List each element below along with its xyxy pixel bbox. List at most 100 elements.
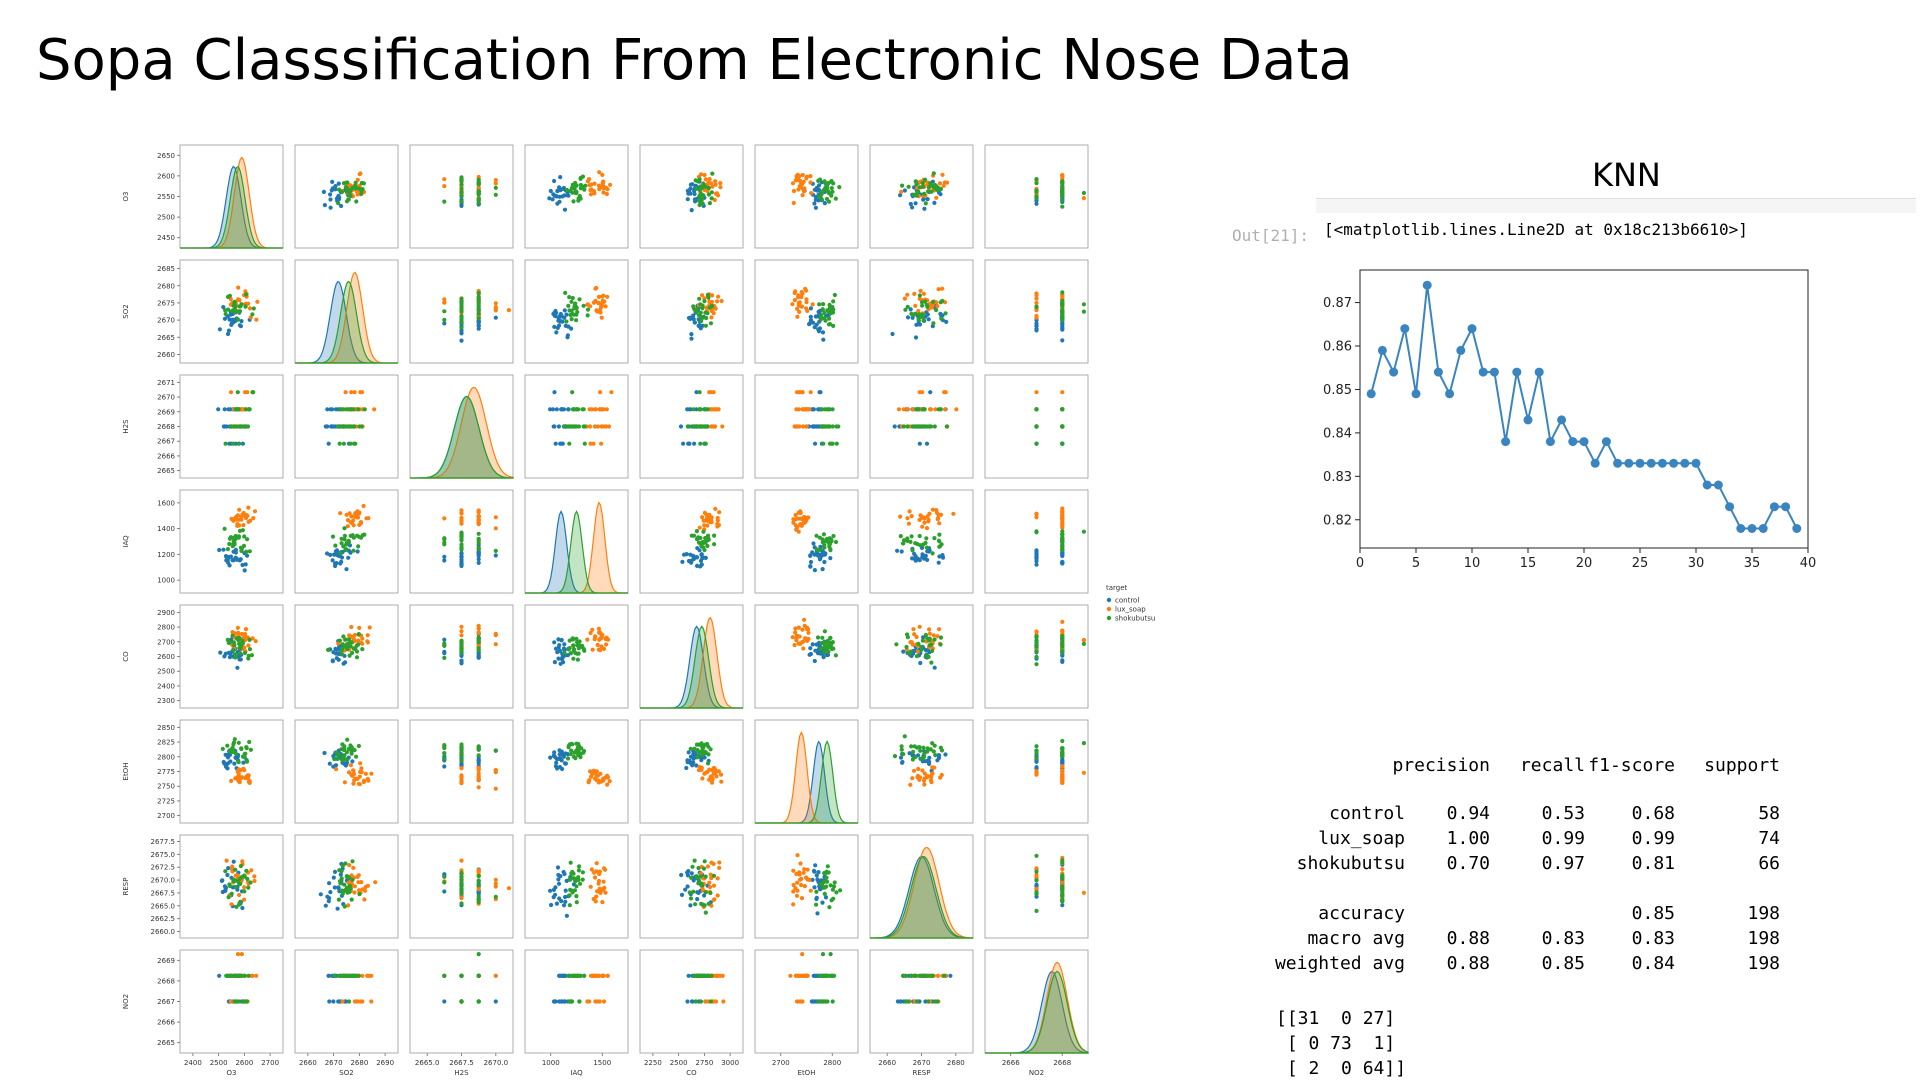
scatter-point-control — [217, 547, 222, 553]
scatter-point-shokubutsu — [476, 883, 481, 888]
density-shokubutsu — [410, 395, 514, 479]
scatter-point-control — [917, 441, 922, 446]
scatter-point-lux_soap — [235, 952, 241, 957]
scatter-point-control — [808, 306, 814, 311]
scatter-point-lux_soap — [898, 514, 903, 519]
scatter-point-control — [226, 866, 231, 871]
scatter-point-control — [566, 193, 571, 198]
scatter-point-shokubutsu — [942, 973, 947, 978]
scatter-point-shokubutsu — [476, 538, 481, 543]
scatter-point-lux_soap — [589, 407, 594, 412]
scatter-point-lux_soap — [459, 858, 464, 863]
scatter-point-shokubutsu — [569, 299, 574, 304]
scatter-point-shokubutsu — [344, 407, 349, 412]
scatter-point-shokubutsu — [820, 952, 826, 957]
scatter-point-control — [442, 637, 447, 642]
scatter-point-shokubutsu — [339, 541, 344, 546]
scatter-point-lux_soap — [238, 768, 243, 773]
scatter-point-lux_soap — [587, 183, 592, 188]
scatter-point-shokubutsu — [703, 535, 708, 541]
x-tick-label: 2500 — [670, 1059, 688, 1067]
scatter-point-lux_soap — [795, 853, 800, 858]
knn-data-point — [1769, 502, 1779, 512]
panel-frame — [179, 489, 284, 594]
scatter-point-shokubutsu — [1060, 891, 1065, 896]
pairplot-panel-O3-SO2 — [294, 144, 399, 249]
scatter-point-shokubutsu — [459, 888, 464, 893]
scatter-point-control — [808, 564, 813, 569]
scatter-point-lux_soap — [938, 775, 943, 780]
scatter-point-shokubutsu — [915, 424, 920, 429]
scatter-point-lux_soap — [800, 952, 805, 957]
scatter-point-shokubutsu — [459, 758, 464, 763]
scatter-point-shokubutsu — [1060, 317, 1065, 322]
knn-data-point — [1601, 437, 1611, 447]
scatter-point-control — [1060, 338, 1065, 343]
scatter-point-shokubutsu — [829, 186, 834, 191]
scatter-point-lux_soap — [796, 293, 801, 298]
scatter-point-control — [228, 554, 233, 559]
scatter-point-shokubutsu — [350, 859, 355, 864]
scatter-point-shokubutsu — [1060, 312, 1065, 317]
scatter-point-lux_soap — [922, 776, 927, 781]
scatter-point-shokubutsu — [459, 883, 464, 888]
scatter-point-control — [348, 550, 353, 555]
scatter-point-lux_soap — [720, 424, 725, 429]
scatter-point-shokubutsu — [924, 302, 929, 307]
scatter-point-shokubutsu — [575, 657, 580, 662]
panel-frame — [179, 144, 284, 249]
knn-accuracy-chart: 0 5 10 15 20 25 30 35 400.820.830.840.850.860.87 — [1323, 269, 1816, 571]
scatter-point-shokubutsu — [827, 905, 832, 910]
knn-y-tick-label: 0.87 — [1323, 296, 1352, 311]
panel-frame — [294, 144, 399, 249]
scatter-point-shokubutsu — [921, 755, 926, 760]
scatter-point-lux_soap — [708, 407, 713, 412]
scatter-point-shokubutsu — [476, 197, 481, 203]
scatter-point-shokubutsu — [459, 313, 464, 319]
scatter-point-shokubutsu — [1034, 878, 1039, 883]
scatter-point-control — [459, 338, 464, 343]
scatter-point-lux_soap — [915, 775, 920, 780]
scatter-point-shokubutsu — [1081, 741, 1086, 746]
scatter-point-shokubutsu — [442, 542, 447, 547]
report-summary-row: weighted avg 0.88 0.85 0.84 198 — [1260, 953, 1800, 977]
scatter-point-shokubutsu — [926, 189, 931, 194]
scatter-point-shokubutsu — [341, 441, 346, 446]
scatter-point-shokubutsu — [357, 892, 362, 897]
scatter-point-lux_soap — [796, 187, 801, 192]
scatter-point-shokubutsu — [574, 636, 579, 641]
scatter-point-shokubutsu — [1060, 738, 1065, 744]
scatter-point-control — [323, 424, 328, 429]
scatter-point-shokubutsu — [920, 973, 925, 978]
scatter-point-lux_soap — [229, 516, 234, 521]
legend-entry-control: control — [1115, 597, 1139, 605]
scatter-point-shokubutsu — [829, 179, 834, 184]
scatter-point-shokubutsu — [564, 187, 569, 193]
scatter-point-lux_soap — [911, 768, 917, 773]
scatter-point-lux_soap — [797, 634, 802, 639]
panel-frame — [869, 259, 974, 364]
scatter-point-control — [690, 763, 695, 768]
report-summary-row: accuracy 0.85 198 — [1260, 903, 1800, 927]
scatter-point-lux_soap — [796, 625, 802, 630]
scatter-point-shokubutsu — [220, 746, 225, 752]
scatter-point-control — [816, 187, 822, 192]
knn-data-point — [1792, 524, 1802, 533]
scatter-point-shokubutsu — [930, 551, 935, 556]
scatter-point-control — [228, 407, 233, 412]
scatter-point-control — [243, 562, 248, 567]
scatter-point-shokubutsu — [929, 660, 934, 665]
scatter-point-lux_soap — [599, 644, 604, 649]
scatter-point-lux_soap — [597, 869, 602, 874]
scatter-point-shokubutsu — [818, 317, 824, 322]
scatter-point-control — [556, 656, 561, 661]
scatter-point-lux_soap — [901, 407, 906, 412]
scatter-point-lux_soap — [699, 767, 704, 772]
scatter-point-shokubutsu — [580, 174, 585, 179]
pairplot-panel-CO-SO2 — [294, 604, 399, 709]
scatter-point-lux_soap — [791, 520, 796, 525]
scatter-point-shokubutsu — [938, 407, 943, 412]
scatter-point-control — [688, 186, 693, 191]
scatter-point-shokubutsu — [905, 536, 910, 541]
scatter-point-shokubutsu — [834, 424, 839, 429]
